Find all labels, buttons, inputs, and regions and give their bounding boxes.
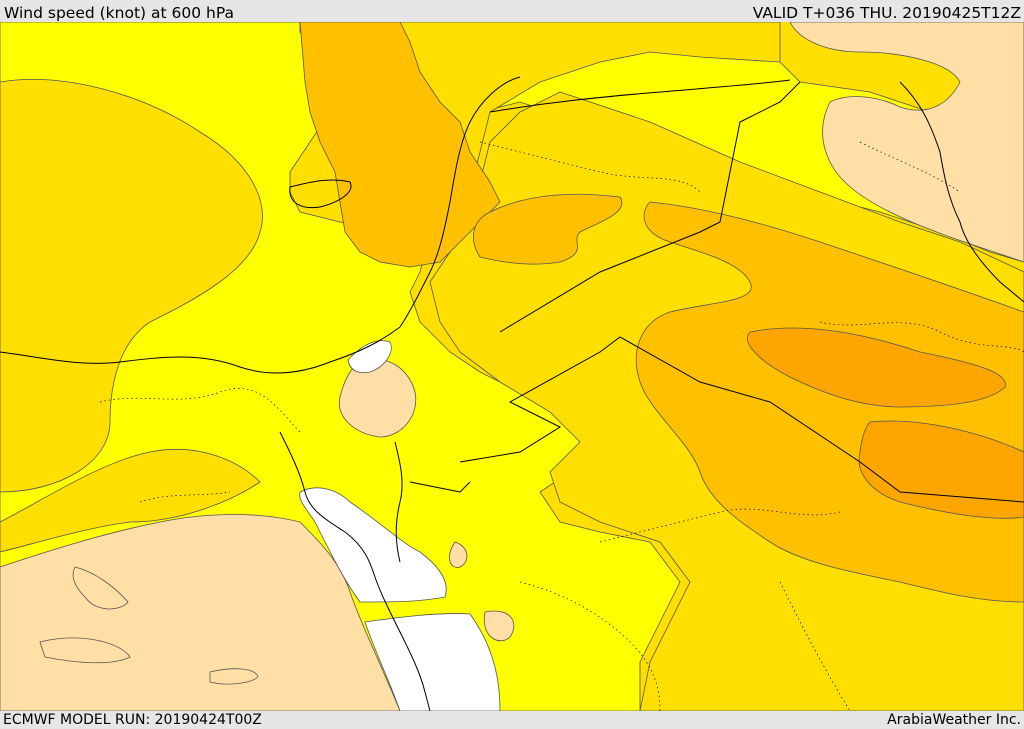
borders xyxy=(0,76,1024,711)
border-syria-iraq xyxy=(499,81,801,333)
model-run-label: ECMWF MODEL RUN: 20190424T00Z xyxy=(3,712,262,728)
coastline-gulf-aqaba xyxy=(394,441,403,563)
band-calm-redsea xyxy=(299,487,447,603)
band-4-core-a xyxy=(747,327,1006,408)
band-3-mid xyxy=(473,193,623,265)
wind-speed-map xyxy=(0,22,1024,711)
band-4-core-b xyxy=(858,420,1024,519)
dotted-border-5 xyxy=(139,491,231,503)
band-2-west-tail xyxy=(0,448,261,553)
band-light-patch-1 xyxy=(72,566,129,610)
band-light-patch-3 xyxy=(209,668,259,685)
dotted-border-2 xyxy=(479,141,701,193)
border-cyprus xyxy=(289,179,352,209)
dotted-border-8 xyxy=(859,141,961,193)
dotted-border-6 xyxy=(519,581,661,711)
band-calm-sinai xyxy=(347,340,392,374)
wind-bands xyxy=(0,22,1024,711)
dotted-border-4 xyxy=(819,321,1024,353)
border-turkey xyxy=(489,79,791,113)
band-light-northeast xyxy=(789,22,1024,263)
valid-time: VALID T+036 THU. 20190425T12Z xyxy=(752,4,1021,22)
border-iraq-iran xyxy=(899,81,1024,303)
band-light-redsea-east xyxy=(449,541,515,642)
map-title: Wind speed (knot) at 600 hPa xyxy=(4,4,235,22)
header-bar xyxy=(0,0,1024,22)
band-light-patch-2 xyxy=(39,637,131,664)
band-light-sinai xyxy=(338,359,417,438)
coastline-levant xyxy=(0,76,521,374)
dotted-border-3 xyxy=(599,508,841,543)
border-saudi-jordan xyxy=(409,481,471,493)
dotted-border-7 xyxy=(779,581,851,711)
coastline-gulf-suez xyxy=(279,431,431,711)
footer-bar xyxy=(0,711,1024,729)
band-3-north xyxy=(299,22,501,268)
band-2-west-oval xyxy=(0,79,263,493)
credit-label: ArabiaWeather Inc. xyxy=(887,712,1021,728)
internal-borders xyxy=(99,141,1024,711)
band-calm-south xyxy=(364,613,501,711)
border-iraq-jordan xyxy=(459,336,1024,503)
